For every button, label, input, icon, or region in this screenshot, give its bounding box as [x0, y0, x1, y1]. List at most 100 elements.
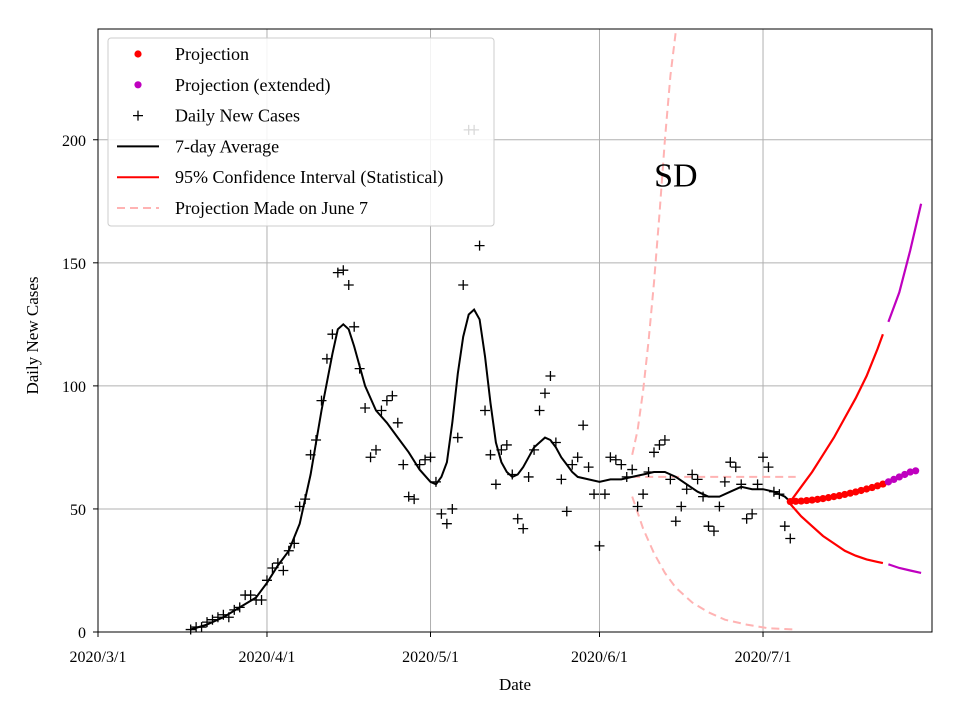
- projection-point: [868, 483, 876, 492]
- x-tick-label: 2020/4/1: [239, 649, 296, 666]
- daily-case-point: [692, 474, 703, 485]
- daily-case-point: [349, 321, 360, 332]
- projection-point: [862, 485, 871, 493]
- plot-frame: [97, 28, 933, 633]
- sd-annotation: SD: [654, 158, 697, 195]
- daily-case-point: [719, 476, 730, 487]
- daily-case-point: [376, 405, 387, 416]
- legend-label: Projection (extended): [175, 75, 330, 96]
- daily-case-point: [436, 508, 447, 519]
- daily-case-point: [523, 471, 534, 482]
- projection-point: [830, 493, 838, 501]
- daily-case-point: [583, 462, 594, 473]
- june7-projection-upper: [631, 31, 677, 456]
- legend-plus-icon: [133, 110, 143, 121]
- legend-dot-icon: [134, 50, 142, 58]
- daily-case-point: [785, 533, 796, 544]
- projection-point: [819, 495, 827, 503]
- daily-case-point: [245, 590, 256, 601]
- daily-case-point: [256, 595, 267, 606]
- projection-point: [890, 475, 898, 484]
- y-tick-label: 150: [62, 256, 86, 273]
- projection-point: [797, 497, 805, 505]
- daily-case-point: [638, 489, 649, 500]
- daily-case-point: [343, 279, 354, 290]
- daily-case-point: [316, 395, 327, 406]
- ci-lower-line: [789, 503, 884, 565]
- daily-case-point: [381, 395, 392, 406]
- daily-case-point: [572, 452, 583, 463]
- projection-point: [906, 468, 914, 476]
- daily-case-point: [741, 513, 752, 524]
- daily-case-point: [599, 489, 610, 500]
- ticks: 2020/3/1 2020/4/1 2020/5/1 2020/6/1 2020/7/1…: [62, 133, 791, 666]
- projection-point: [912, 467, 920, 475]
- daily-case-point: [365, 452, 376, 463]
- daily-case-point: [654, 439, 665, 450]
- daily-case-point: [763, 462, 774, 473]
- daily-case-point: [518, 523, 529, 534]
- june7-projection-lower: [631, 496, 796, 631]
- legend: Projection Projection (extended) Daily New…: [107, 37, 495, 227]
- seven-day-average-line: [190, 308, 791, 631]
- series: [185, 124, 920, 635]
- daily-case-point: [616, 459, 627, 470]
- projection-point: [813, 495, 822, 503]
- projection-point: [824, 494, 833, 502]
- projection-point: [846, 489, 854, 497]
- daily-case-point: [567, 459, 578, 470]
- legend-label: 95% Confidence Interval (Statistical): [175, 167, 443, 188]
- daily-case-point: [708, 526, 719, 537]
- daily-case-point: [681, 484, 692, 495]
- daily-case-point: [332, 267, 343, 278]
- projection-point: [786, 497, 794, 506]
- projection-point: [792, 497, 800, 505]
- ci-upper-line: [789, 333, 884, 503]
- daily-case-point: [534, 405, 545, 416]
- bands: [631, 31, 923, 631]
- projection-point: [803, 496, 811, 505]
- daily-case-point: [670, 516, 681, 527]
- x-tick-label: 2020/7/1: [735, 649, 792, 666]
- legend-label: Projection Made on June 7: [175, 198, 368, 218]
- y-axis-title: Daily New Cases: [23, 276, 42, 394]
- daily-case-point: [403, 491, 414, 502]
- daily-case-point: [420, 454, 431, 465]
- daily-case-point: [747, 508, 758, 519]
- daily-case-point: [278, 565, 289, 576]
- daily-case-point: [501, 439, 512, 450]
- x-tick-label: 2020/6/1: [571, 649, 628, 666]
- x-axis-title: Date: [499, 675, 531, 694]
- projection-point: [873, 482, 882, 490]
- daily-case-point: [665, 474, 676, 485]
- daily-case-point: [714, 501, 725, 512]
- projection-point: [835, 492, 843, 500]
- daily-case-point: [539, 388, 550, 399]
- daily-case-point: [627, 464, 638, 475]
- legend-box: [107, 37, 495, 227]
- projection-point: [895, 473, 903, 481]
- legend-dot-icon: [134, 81, 142, 89]
- daily-case-point: [371, 444, 381, 455]
- daily-case-point: [185, 624, 196, 635]
- projection-point: [857, 486, 865, 495]
- legend-entry: Projection Made on June 7: [117, 198, 368, 218]
- daily-case-point: [425, 452, 436, 463]
- daily-case-point: [578, 420, 589, 431]
- projection-point: [884, 478, 892, 486]
- daily-case-point: [490, 479, 501, 490]
- daily-case-point: [687, 469, 698, 480]
- daily-case-point: [447, 503, 458, 514]
- daily-case-point: [485, 449, 496, 460]
- daily-case-point: [649, 447, 659, 458]
- ci-lower-line: [888, 563, 922, 574]
- daily-case-point: [676, 501, 687, 512]
- legend-label: Daily New Cases: [175, 106, 300, 126]
- daily-case-point: [458, 279, 469, 290]
- y-tick-label: 0: [78, 625, 86, 642]
- projection-point: [808, 496, 816, 504]
- legend-entry: 95% Confidence Interval (Statistical): [117, 167, 443, 188]
- daily-case-point: [725, 457, 736, 468]
- legend-entry: Projection (extended): [134, 75, 330, 96]
